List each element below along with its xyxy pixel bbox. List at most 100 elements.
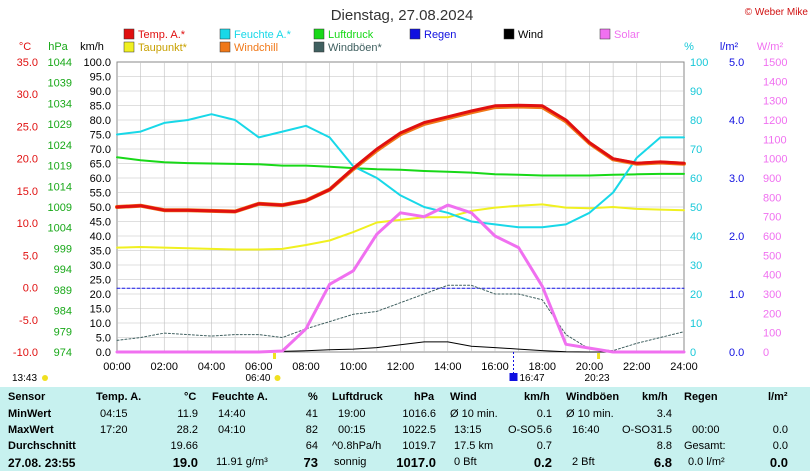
axis-tick-label: 0.0 xyxy=(96,347,111,359)
axis-tick-label: 40.0 xyxy=(90,231,111,243)
axis-tick-label: 80.0 xyxy=(90,115,111,127)
axis-tick-label: 400 xyxy=(763,270,781,282)
axis-tick-label: 994 xyxy=(54,264,72,276)
row-hum-time: 14:40 xyxy=(218,408,246,420)
row-gust-value: 31.5 xyxy=(650,424,672,436)
row-rain-value: 0.0 xyxy=(772,440,788,452)
axis-tick-label: 90 xyxy=(690,86,702,98)
legend-swatch xyxy=(219,28,231,40)
current-pressure: 1017.0 xyxy=(396,455,436,470)
axis-tick-label: 0 xyxy=(763,347,769,359)
legend-swatch xyxy=(219,41,231,53)
axis-tick-label: -5.0 xyxy=(19,315,38,327)
axis-tick-label: 5.0 xyxy=(729,57,744,69)
axis-tick-label: 3.0 xyxy=(729,173,744,185)
header-humidity-unit: % xyxy=(308,391,318,403)
legend-swatch xyxy=(313,28,325,40)
header-rain: Regen xyxy=(684,391,718,403)
current-temp: 19.0 xyxy=(172,455,198,470)
axis-tick-label: 1014 xyxy=(48,181,72,193)
sunrise-marker xyxy=(273,353,276,359)
row-press-time: 00:15 xyxy=(338,424,366,436)
row-temp-time: 17:20 xyxy=(100,424,128,436)
legend-label: Solar xyxy=(614,29,640,41)
x-tick-label: 10:00 xyxy=(339,361,367,373)
series-line xyxy=(116,113,685,229)
row-label: MaxWert xyxy=(8,424,54,436)
row-gust-value: 3.4 xyxy=(656,408,672,420)
row-label: Durchschnitt xyxy=(8,440,76,452)
axis-tick-label: 600 xyxy=(763,231,781,243)
chart-series xyxy=(115,103,686,354)
row-rain-total-label: Gesamt: xyxy=(684,440,726,452)
row-press-time: 19:00 xyxy=(338,408,366,420)
row-hum-time: 04:10 xyxy=(218,424,246,436)
current-forecast: sonnig xyxy=(334,456,367,468)
axis-tick-label: -10.0 xyxy=(13,347,38,359)
axis-tick-label: 1.0 xyxy=(729,289,744,301)
legend-swatch xyxy=(123,28,135,40)
axis-tick-label: 65.0 xyxy=(90,159,111,171)
axis-tick-label: 100.0 xyxy=(83,57,111,69)
row-wind-time: 13:15 xyxy=(454,424,482,436)
axis-tick-label: 25.0 xyxy=(90,275,111,287)
header-temp: Temp. A. xyxy=(96,391,142,403)
legend-swatch xyxy=(123,41,135,53)
axis-tick-label: 1024 xyxy=(48,140,72,152)
chart-title: Dienstag, 27.08.2024 xyxy=(331,7,474,24)
axis-tick-label: 15.0 xyxy=(17,186,38,198)
axis-tick-label: 85.0 xyxy=(90,101,111,113)
row-wind-value: 0.7 xyxy=(536,440,552,452)
axis-tick-label: 20.0 xyxy=(90,289,111,301)
axis-tick-label: 974 xyxy=(54,347,72,359)
header-wind-unit: km/h xyxy=(524,391,550,403)
axis-unit-label: W/m² xyxy=(757,41,784,53)
axis-unit-label: % xyxy=(684,41,694,53)
current-wind: 0.2 xyxy=(533,455,552,470)
row-hum-value: 64 xyxy=(305,440,318,452)
x-tick-label: 22:00 xyxy=(623,361,651,373)
header-rain-unit: l/m² xyxy=(768,391,788,403)
row-press-value: 1019.7 xyxy=(402,440,436,452)
header-pressure: Luftdruck xyxy=(332,391,383,403)
row-wind-info: Ø 10 min. xyxy=(450,408,498,420)
sunset-marker xyxy=(597,353,601,359)
axis-tick-label: 95.0 xyxy=(90,72,111,84)
axis-tick-label: 90.0 xyxy=(90,86,111,98)
axis-tick-label: 989 xyxy=(54,285,72,297)
current-rain: 0.0 xyxy=(769,455,788,470)
current-humidity: 73 xyxy=(303,455,318,470)
sunset-label: 20:23 xyxy=(585,373,610,384)
axis-tick-label: 50 xyxy=(690,202,702,214)
row-rain-time: 00:00 xyxy=(692,424,720,436)
current-abs-humidity: 11.91 g/m³ xyxy=(216,456,268,468)
axis-tick-label: 1004 xyxy=(48,223,72,235)
legend-label: Feuchte A.* xyxy=(234,29,292,41)
header-pressure-unit: hPa xyxy=(414,391,435,403)
axis-tick-label: 15.0 xyxy=(90,304,111,316)
axis-unit-label: °C xyxy=(19,41,31,53)
row-gust-info: Ø 10 min. xyxy=(566,408,614,420)
axis-tick-label: 55.0 xyxy=(90,188,111,200)
row-temp-value: 11.9 xyxy=(177,408,198,420)
legend-swatch xyxy=(313,41,325,53)
axis-tick-label: 1039 xyxy=(48,78,72,90)
row-hum-value: 41 xyxy=(305,408,318,420)
header-gust: Windböen xyxy=(566,391,620,403)
current-rain-rate: 0.0 l/m² xyxy=(688,456,725,468)
sun-markers: 13:43 06:40 16:47 20:23 xyxy=(12,352,610,384)
axis-tick-label: 1044 xyxy=(48,57,72,69)
x-tick-label: 04:00 xyxy=(198,361,226,373)
row-wind-run: 17.5 km xyxy=(454,440,494,452)
axis-tick-label: 75.0 xyxy=(90,130,111,142)
axis-tick-label: 1034 xyxy=(48,98,72,110)
axis-tick-label: 900 xyxy=(763,173,781,185)
chart-grid xyxy=(116,61,685,353)
chart-legend: Temp. A.* Feuchte A.* Luftdruck Regen Wind So… xyxy=(123,28,640,54)
header-sensor: Sensor xyxy=(8,391,46,403)
row-wind-value: 5.6 xyxy=(536,424,552,436)
axis-tick-label: 45.0 xyxy=(90,217,111,229)
axis-tick-label: 10.0 xyxy=(17,218,38,230)
series-line xyxy=(116,203,685,251)
axis-tick-label: 10 xyxy=(690,318,702,330)
